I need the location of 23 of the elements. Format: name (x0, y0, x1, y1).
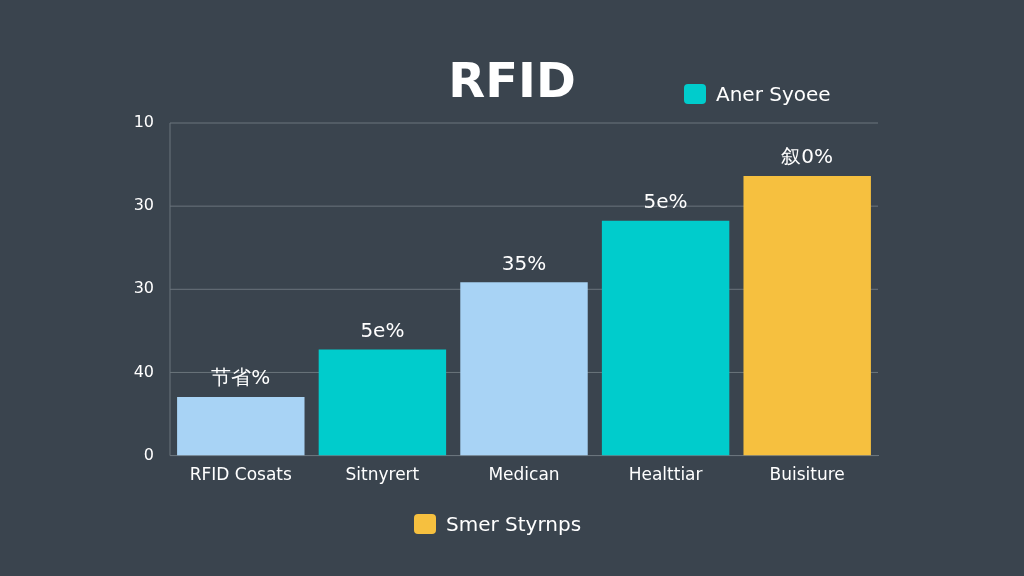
x-tick-label: Medican (488, 464, 560, 485)
bar (601, 220, 730, 456)
bar (318, 349, 447, 456)
text: 40 (133, 361, 154, 381)
bar (460, 282, 588, 456)
text: 叙0% (781, 144, 834, 169)
annotation: 节省% (211, 365, 271, 390)
text: 0 (143, 444, 154, 464)
chart-title: RFID (448, 52, 576, 108)
text: 10 (133, 112, 154, 132)
legend-label: Aner Syoee (716, 82, 831, 106)
annotation: 35% (501, 250, 547, 275)
bar (177, 396, 305, 456)
x-tick-label: RFID Cosats (189, 464, 293, 485)
x-tick-label: Buisiture (769, 464, 845, 485)
text: 30 (133, 278, 154, 298)
bar (743, 176, 871, 456)
annotation: 5e% (643, 189, 688, 214)
annotation: 5e% (360, 317, 405, 342)
text: 30 (133, 195, 154, 215)
x-tick-label: Healttiar (628, 464, 703, 485)
x-tick-label: Sitnyrert (345, 464, 420, 485)
legend-label: Smer Styrnps (446, 512, 582, 536)
